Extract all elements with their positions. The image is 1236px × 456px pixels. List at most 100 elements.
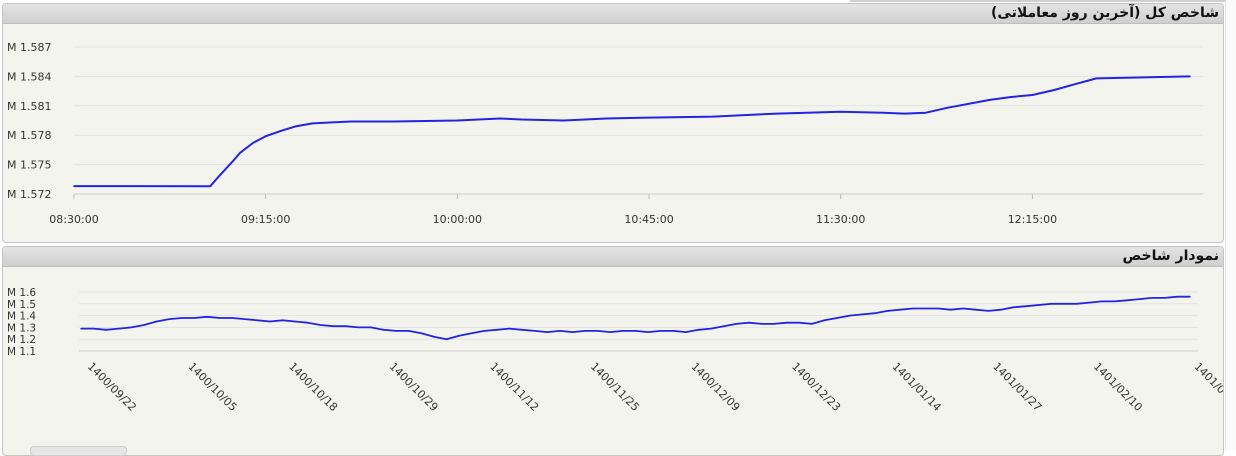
data-point [218,317,221,319]
x-tick-label: 1400/09/22 [85,360,139,414]
data-point [382,329,385,331]
data-point [130,326,133,329]
data-point [989,99,991,101]
x-tick-label: 1400/11/25 [588,360,642,414]
data-point [433,336,435,338]
data-point [1189,75,1191,78]
data-point [648,116,650,119]
history-panel-title: نمودار شاخص [1122,248,1219,264]
index-history-line [81,295,1190,341]
data-point [622,330,624,332]
data-point [1101,300,1103,303]
data-point [735,323,738,325]
x-tick-label: 1400/11/12 [487,360,541,414]
index-history-panel: نمودار شاخص M 1.1 M 1.2 M 1.3 M 1.4 M 1.5 M 1… [2,246,1224,456]
data-point [80,327,82,330]
intraday-panel-header: شاخص کل (آخرین روز معاملاتی) [3,4,1223,24]
y-tick-label: M 1.587 [7,41,51,54]
data-point [1012,306,1015,309]
data-point [647,331,649,333]
data-point [886,310,889,312]
data-point [672,330,675,332]
data-point [307,321,309,324]
data-point [1031,94,1034,96]
data-point [92,327,95,330]
data-point [1050,303,1053,305]
x-tick-label: 08:30:00 [49,213,98,226]
data-point [294,125,297,128]
data-point [344,325,347,327]
data-point [407,330,410,332]
data-point [925,111,927,114]
x-tick-label: 1400/10/05 [185,360,239,414]
data-point [1075,303,1078,305]
data-point [823,319,826,322]
data-point [975,309,977,311]
data-point [596,330,599,332]
data-point [239,152,241,154]
index-series-line [73,75,1191,188]
data-point [470,332,473,334]
data-point [839,110,842,113]
data-point [559,330,561,332]
intraday-index-chart: M 1.572 M 1.575 M 1.578 M 1.581 M 1.584 M 1.5… [7,41,1203,226]
intraday-panel-title: شاخص کل (آخرین روز معاملاتی) [991,5,1219,21]
data-point [332,325,334,327]
data-point [1088,301,1090,304]
data-point [244,318,246,320]
data-point [395,330,397,332]
data-point [458,334,460,337]
y-tick-label: M 1.584 [7,70,51,83]
x-tick-label: 10:45:00 [624,213,673,226]
data-point [949,309,952,311]
data-point [962,307,964,310]
data-point [193,317,196,319]
y-tick-label: M 1.5 [7,299,36,311]
data-point [882,111,885,114]
data-point [697,329,700,331]
data-point [118,327,120,330]
data-point [786,321,788,324]
data-point [1113,300,1116,303]
data-point [392,120,395,123]
data-point [319,324,322,326]
data-point [1025,305,1027,307]
x-tick-label: 1401/01/14 [890,360,944,414]
data-point [328,121,331,124]
data-point [168,318,170,320]
data-point [533,330,536,332]
x-tick-label: 1400/10/29 [387,360,441,414]
data-point [776,112,778,115]
data-point [1074,83,1076,86]
data-point [634,330,637,332]
data-point [584,330,586,332]
y-tick-label: M 1.1 [7,346,36,358]
data-point [370,326,372,329]
data-point [1095,77,1098,80]
data-point [937,307,939,310]
x-tick-label: 09:15:00 [241,213,290,226]
data-point [155,320,158,323]
y-tick-label: M 1.581 [7,100,51,113]
data-point [1038,304,1040,306]
x-tick-label: 12:15:00 [1008,213,1057,226]
data-point [1138,298,1141,300]
data-point [456,119,459,122]
data-point [912,307,914,310]
data-point [357,326,359,329]
data-point [445,338,448,340]
data-point [209,185,212,187]
data-point [73,185,75,187]
scrollbar-track[interactable] [1225,0,1236,450]
x-tick-label: 1400/12/09 [688,360,742,414]
x-tick-label: 1401/0 [1191,360,1223,397]
x-tick-label: 11:30:00 [816,213,865,226]
data-point [311,122,314,125]
data-point [899,309,901,311]
data-point [499,117,501,120]
data-point [924,307,927,310]
data-point [181,317,183,319]
data-point [849,314,851,317]
index-history-chart: M 1.1M 1.2M 1.3M 1.4M 1.5M 1.6 1400/09/22… [7,287,1223,414]
y-tick-label: M 1.572 [7,188,51,201]
